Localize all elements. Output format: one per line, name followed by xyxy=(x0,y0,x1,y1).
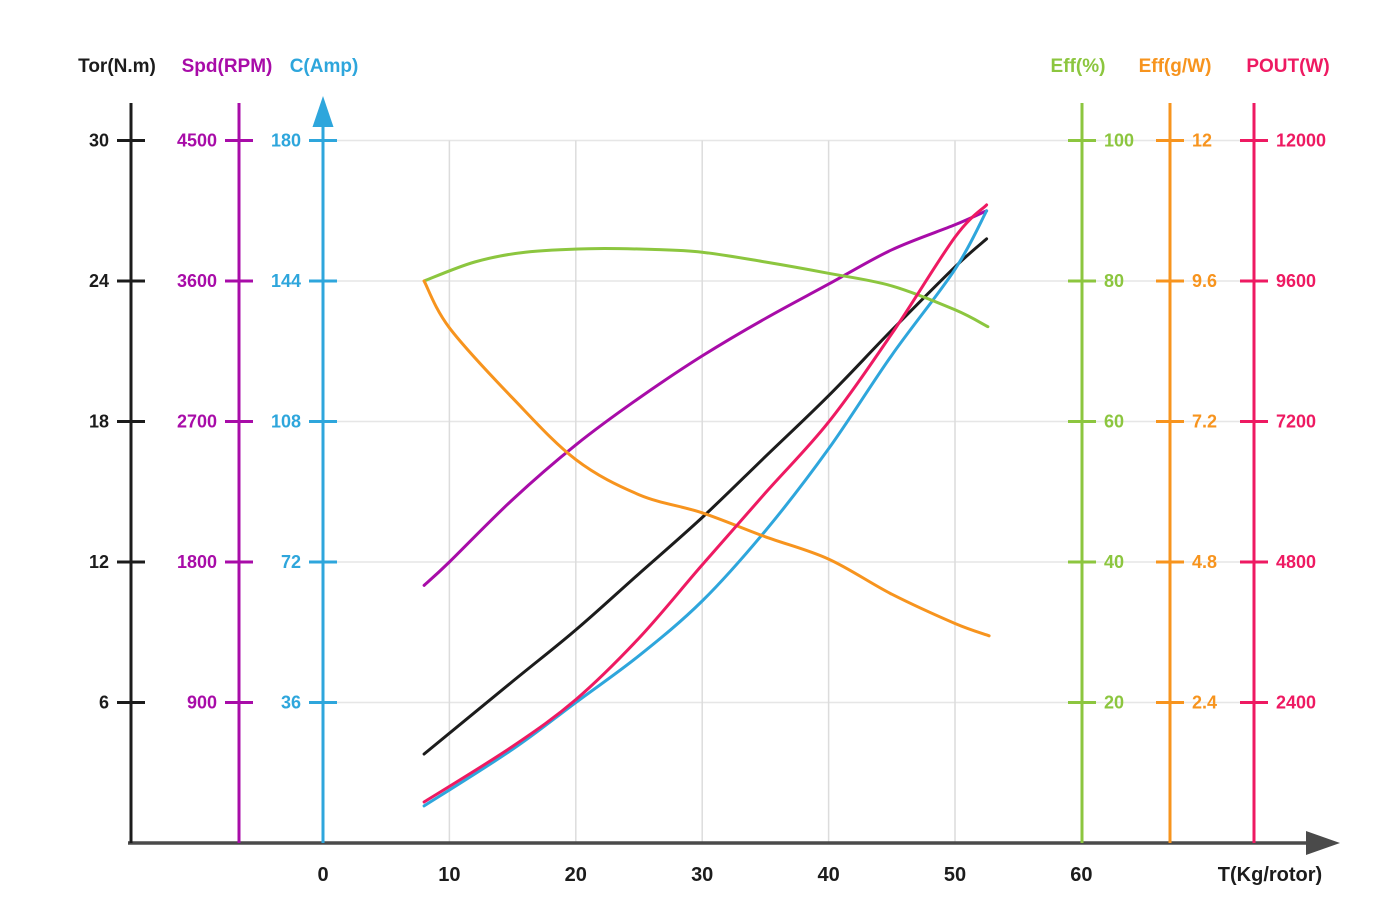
x-tick-label: 10 xyxy=(438,864,460,886)
series-line-tor xyxy=(422,237,989,756)
axis-title-spd: Spd(RPM) xyxy=(182,56,273,77)
y-tick-label-eff: 60 xyxy=(1104,412,1124,432)
axis-title-gw: Eff(g/W) xyxy=(1139,56,1212,77)
y-tick-label-c: 108 xyxy=(271,412,301,432)
y-tick-label-pout: 9600 xyxy=(1276,271,1316,291)
y-tick-label-pout: 7200 xyxy=(1276,412,1316,432)
x-tick-label: 60 xyxy=(1070,864,1092,886)
axis-title-pout: POUT(W) xyxy=(1246,56,1329,77)
y-tick-label-spd: 1800 xyxy=(177,552,217,572)
y-tick-label-spd: 2700 xyxy=(177,412,217,432)
x-axis-title: T(Kg/rotor) xyxy=(1218,864,1322,886)
y-tick-label-gw: 4.8 xyxy=(1192,552,1217,572)
series-line-c xyxy=(422,209,989,808)
y-tick-label-spd: 4500 xyxy=(177,131,217,151)
x-axis-arrow-icon xyxy=(1306,831,1340,855)
y-tick-label-tor: 18 xyxy=(89,412,109,432)
x-tick-label: 30 xyxy=(691,864,713,886)
y-tick-label-spd: 900 xyxy=(187,693,217,713)
y-tick-label-eff: 20 xyxy=(1104,693,1124,713)
y-tick-label-gw: 2.4 xyxy=(1192,693,1217,713)
series-line-pout xyxy=(422,203,989,804)
y-tick-label-gw: 12 xyxy=(1192,131,1212,151)
x-tick-label: 0 xyxy=(317,864,328,886)
y-tick-label-tor: 6 xyxy=(99,693,109,713)
series-line-spd xyxy=(422,209,989,587)
y-tick-label-c: 72 xyxy=(281,552,301,572)
y-tick-label-gw: 9.6 xyxy=(1192,271,1217,291)
y-tick-label-c: 36 xyxy=(281,693,301,713)
series-line-gw xyxy=(422,279,991,638)
y-tick-label-tor: 24 xyxy=(89,271,109,291)
y-tick-label-tor: 12 xyxy=(89,552,109,572)
y-tick-label-eff: 40 xyxy=(1104,552,1124,572)
y-tick-label-c: 180 xyxy=(271,131,301,151)
y-tick-label-spd: 3600 xyxy=(177,271,217,291)
y-tick-label-pout: 12000 xyxy=(1276,131,1326,151)
y-tick-label-pout: 4800 xyxy=(1276,552,1316,572)
y-axis-arrow-icon-c xyxy=(312,96,334,127)
axis-title-tor: Tor(N.m) xyxy=(78,56,156,77)
y-tick-label-c: 144 xyxy=(271,271,301,291)
y-tick-label-tor: 30 xyxy=(89,131,109,151)
y-tick-label-gw: 7.2 xyxy=(1192,412,1217,432)
x-tick-label: 20 xyxy=(565,864,587,886)
y-tick-label-eff: 100 xyxy=(1104,131,1134,151)
series-line-eff xyxy=(422,247,990,329)
y-tick-label-pout: 2400 xyxy=(1276,693,1316,713)
axis-title-c: C(Amp) xyxy=(290,56,359,77)
axis-title-eff: Eff(%) xyxy=(1051,56,1106,77)
x-tick-label: 50 xyxy=(944,864,966,886)
y-tick-label-eff: 80 xyxy=(1104,271,1124,291)
x-tick-label: 40 xyxy=(817,864,839,886)
